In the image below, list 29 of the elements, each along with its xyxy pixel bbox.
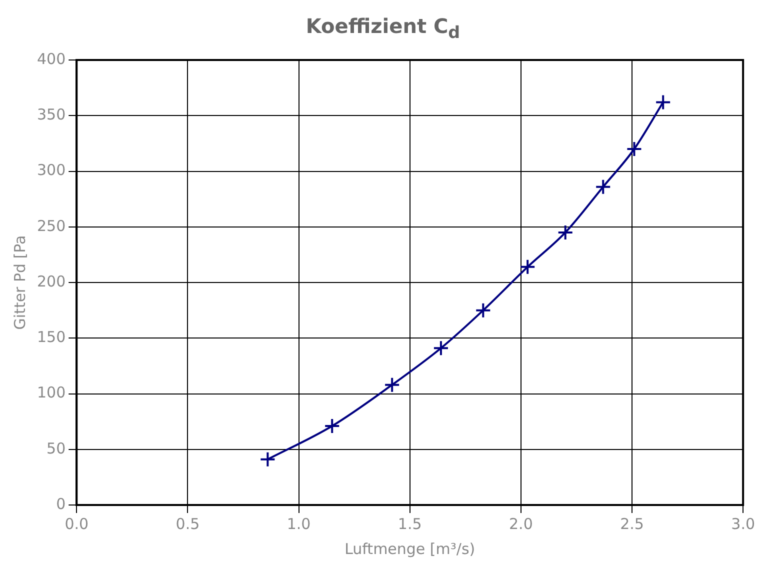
- point: [432, 340, 449, 356]
- y-tick-label: 300: [36, 161, 66, 180]
- y-tick-label: 0: [56, 494, 66, 513]
- point: [520, 258, 536, 275]
- y-tick-label: 50: [46, 439, 66, 458]
- point: [626, 141, 642, 157]
- y-tick-label: 200: [36, 272, 66, 290]
- y-tick-label: 400: [36, 50, 66, 68]
- x-axis-title: Luftmenge [m³/s): [344, 540, 476, 558]
- x-tick-label: 0.5: [176, 514, 200, 533]
- chart-title: Koeffizient C$_{d}$: [304, 13, 462, 44]
- point: [324, 418, 340, 434]
- x-tick-label: 2.5: [620, 514, 644, 533]
- x-tick-label: 0.0: [64, 514, 89, 533]
- x-tick-label: 1.5: [398, 514, 422, 533]
- point: [260, 451, 276, 468]
- x-tick-label: 3.0: [731, 514, 755, 533]
- point: [475, 302, 492, 318]
- y-tick-label: 250: [36, 216, 66, 235]
- y-axis-title: Gitter Pd [Pa: [10, 235, 29, 330]
- x-tick-label: 2.0: [508, 514, 533, 533]
- y-tick-label: 150: [36, 328, 66, 346]
- point: [557, 224, 574, 240]
- point: [384, 376, 400, 393]
- point: [595, 178, 612, 195]
- x-tick-label: 1.0: [286, 514, 311, 533]
- y-tick-label: 350: [36, 106, 66, 124]
- y-tick-label: 100: [36, 384, 66, 402]
- point: [655, 94, 672, 110]
